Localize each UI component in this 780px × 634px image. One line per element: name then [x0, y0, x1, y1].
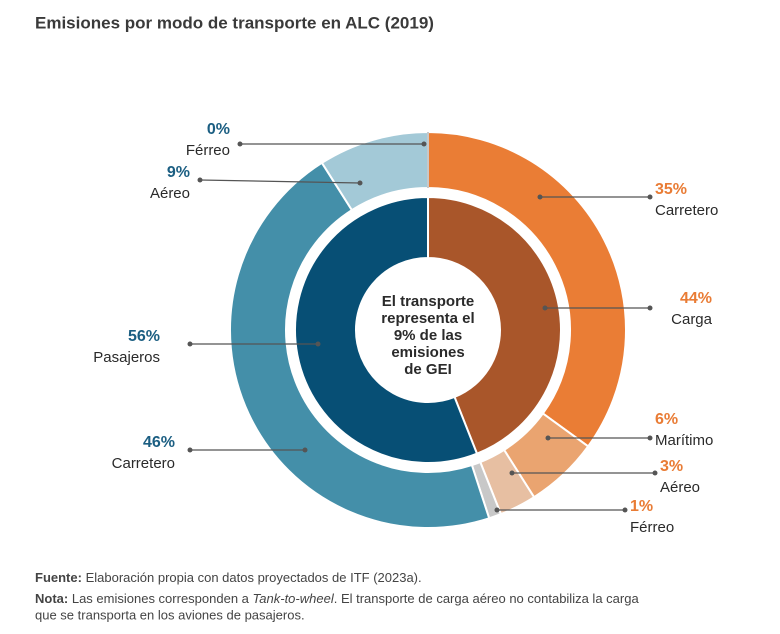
source: Fuente: Elaboración propia con datos pro… [35, 570, 422, 585]
category-label: Aéreo [150, 185, 190, 202]
leader-dot [237, 141, 243, 147]
value-label: 44% [680, 290, 712, 307]
donut-slice [427, 130, 627, 448]
leader-dot [421, 141, 427, 147]
value-label: 3% [660, 458, 683, 475]
leader-dot [652, 470, 658, 476]
category-label: Pasajeros [93, 349, 160, 366]
center-text: de GEI [404, 361, 452, 378]
leader-dot [542, 305, 548, 311]
leader-dot [494, 507, 500, 513]
note: que se transporta en los aviones de pasa… [35, 607, 305, 622]
donut-slice [294, 195, 479, 464]
leader-dot [509, 470, 515, 476]
value-label: 6% [655, 411, 678, 428]
source-label: Fuente: [35, 570, 82, 585]
leader-dot [197, 177, 203, 183]
leader-dot [647, 305, 653, 311]
note-text: . El transporte de carga aéreo no contab… [334, 591, 640, 606]
source-text: Elaboración propia con datos proyectados… [86, 570, 422, 585]
center-text: 9% de las [394, 327, 462, 344]
category-label: Carretero [655, 202, 718, 219]
value-label: 46% [143, 434, 175, 451]
category-label: Carretero [112, 455, 175, 472]
category-label: Férreo [186, 142, 230, 159]
category-label: Aéreo [660, 479, 700, 496]
chart-title: Emisiones por modo de transporte en ALC … [35, 13, 434, 32]
category-label: Férreo [630, 519, 674, 536]
leader-dot [537, 194, 543, 200]
center-text: representa el [381, 310, 474, 327]
value-label: 1% [630, 498, 653, 515]
leader-dot [187, 341, 193, 347]
note-text: Las emisiones corresponden a [72, 591, 250, 606]
leader-line [199, 179, 361, 184]
note-label: Nota: [35, 591, 68, 606]
leader-dot [302, 447, 308, 453]
leader-dot [315, 341, 321, 347]
note-italic: Tank-to-wheel [253, 591, 335, 606]
note: Nota: Las emisiones corresponden a Tank-… [35, 591, 639, 606]
leader-dot [545, 435, 551, 441]
leader-dot [647, 435, 653, 441]
center-text: El transporte [382, 293, 475, 310]
value-label: 9% [167, 164, 190, 181]
value-label: 35% [655, 181, 687, 198]
leader-dot [357, 180, 363, 186]
leader-dot [647, 194, 653, 200]
value-label: 56% [128, 328, 160, 345]
donut-slice [427, 195, 562, 455]
leader-dot [622, 507, 628, 513]
donut-slice [229, 161, 491, 529]
leader-dot [187, 447, 193, 453]
center-text: emisiones [391, 344, 464, 361]
category-label: Carga [671, 311, 713, 328]
value-label: 0% [207, 121, 230, 138]
category-label: Marítimo [655, 432, 713, 449]
